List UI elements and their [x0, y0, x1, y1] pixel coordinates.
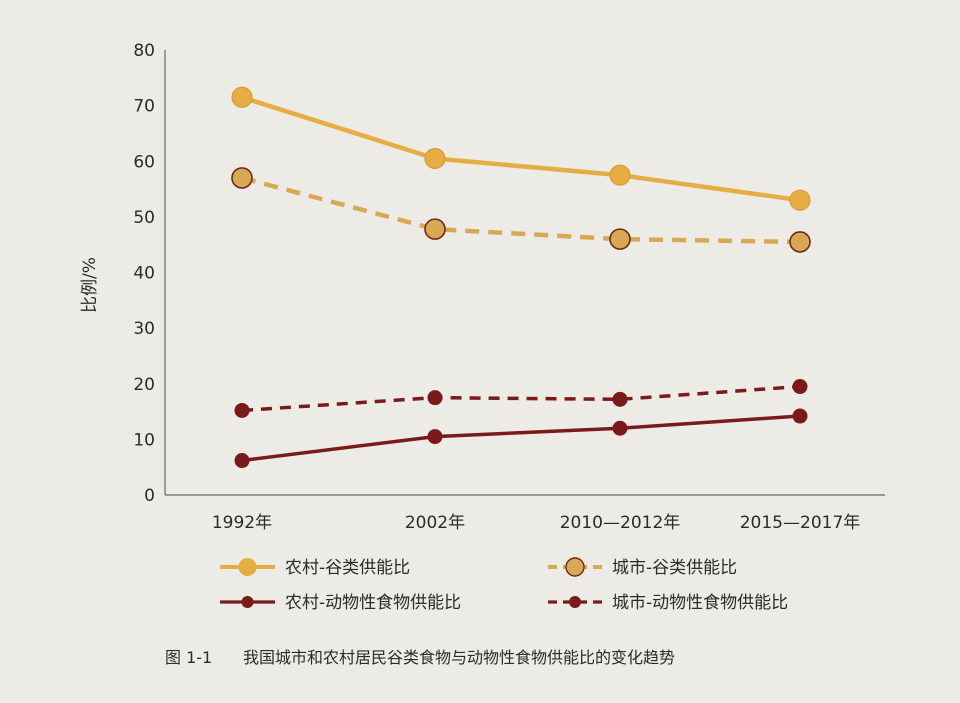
series-line — [241, 95, 801, 203]
legend-label: 城市-谷类供能比 — [612, 558, 737, 578]
data-point — [789, 231, 811, 253]
y-tick-label: 20 — [133, 375, 155, 395]
data-point — [231, 167, 253, 189]
x-tick-label: 1992年 — [212, 513, 272, 533]
data-point — [427, 429, 443, 445]
y-tick-label: 10 — [133, 430, 155, 450]
data-point — [792, 379, 808, 395]
data-point — [612, 391, 628, 407]
series-2 — [234, 408, 808, 469]
series-line — [241, 175, 801, 245]
data-point — [424, 218, 446, 240]
axes: 比例/% — [80, 50, 885, 496]
legend-item: 农村-动物性食物供能比 — [220, 593, 461, 613]
series-0 — [231, 86, 811, 211]
x-tick-label: 2010—2012年 — [560, 513, 681, 533]
data-point — [234, 402, 250, 418]
y-tick-label: 30 — [133, 319, 155, 339]
data-point — [792, 408, 808, 424]
series-line — [241, 414, 801, 463]
legend-item: 农村-谷类供能比 — [220, 558, 410, 578]
y-axis-title: 比例/% — [80, 257, 100, 313]
data-point — [609, 164, 631, 186]
legend-swatch-marker — [241, 596, 254, 608]
x-tick-label: 2015—2017年 — [740, 513, 861, 533]
legend-swatch-marker — [238, 558, 257, 576]
series-1 — [231, 167, 811, 253]
series-line — [241, 384, 801, 413]
data-point — [789, 189, 811, 211]
y-tick-labels: 0 10 20 30 40 50 60 70 80 — [133, 41, 155, 506]
legend-label: 城市-动物性食物供能比 — [612, 593, 788, 613]
caption-number: 图 1-1 — [165, 648, 212, 667]
data-point — [234, 453, 250, 469]
data-point — [612, 420, 628, 436]
data-point — [424, 147, 446, 169]
legend-swatch-marker — [565, 557, 585, 577]
y-tick-label: 70 — [133, 97, 155, 117]
data-point — [231, 86, 253, 108]
data-point — [427, 390, 443, 406]
legend-label: 农村-谷类供能比 — [285, 558, 410, 578]
caption-text: 我国城市和农村居民谷类食物与动物性食物供能比的变化趋势 — [243, 648, 675, 667]
series-layer — [231, 86, 811, 469]
figure-caption: 图 1-1 我国城市和农村居民谷类食物与动物性食物供能比的变化趋势 — [165, 648, 675, 667]
y-tick-label: 0 — [144, 486, 155, 506]
x-tick-label: 2002年 — [405, 513, 465, 533]
y-tick-label: 40 — [133, 264, 155, 284]
legend-item: 城市-谷类供能比 — [548, 557, 737, 578]
legend-swatch-marker — [569, 596, 581, 608]
legend-label: 农村-动物性食物供能比 — [285, 593, 461, 613]
y-tick-label: 80 — [133, 41, 155, 61]
data-point — [609, 228, 631, 250]
legend-item: 城市-动物性食物供能比 — [548, 593, 788, 613]
series-3 — [234, 379, 808, 418]
y-tick-label: 60 — [133, 152, 155, 172]
y-tick-label: 50 — [133, 208, 155, 228]
x-tick-labels: 1992年 2002年 2010—2012年 2015—2017年 — [212, 513, 860, 533]
